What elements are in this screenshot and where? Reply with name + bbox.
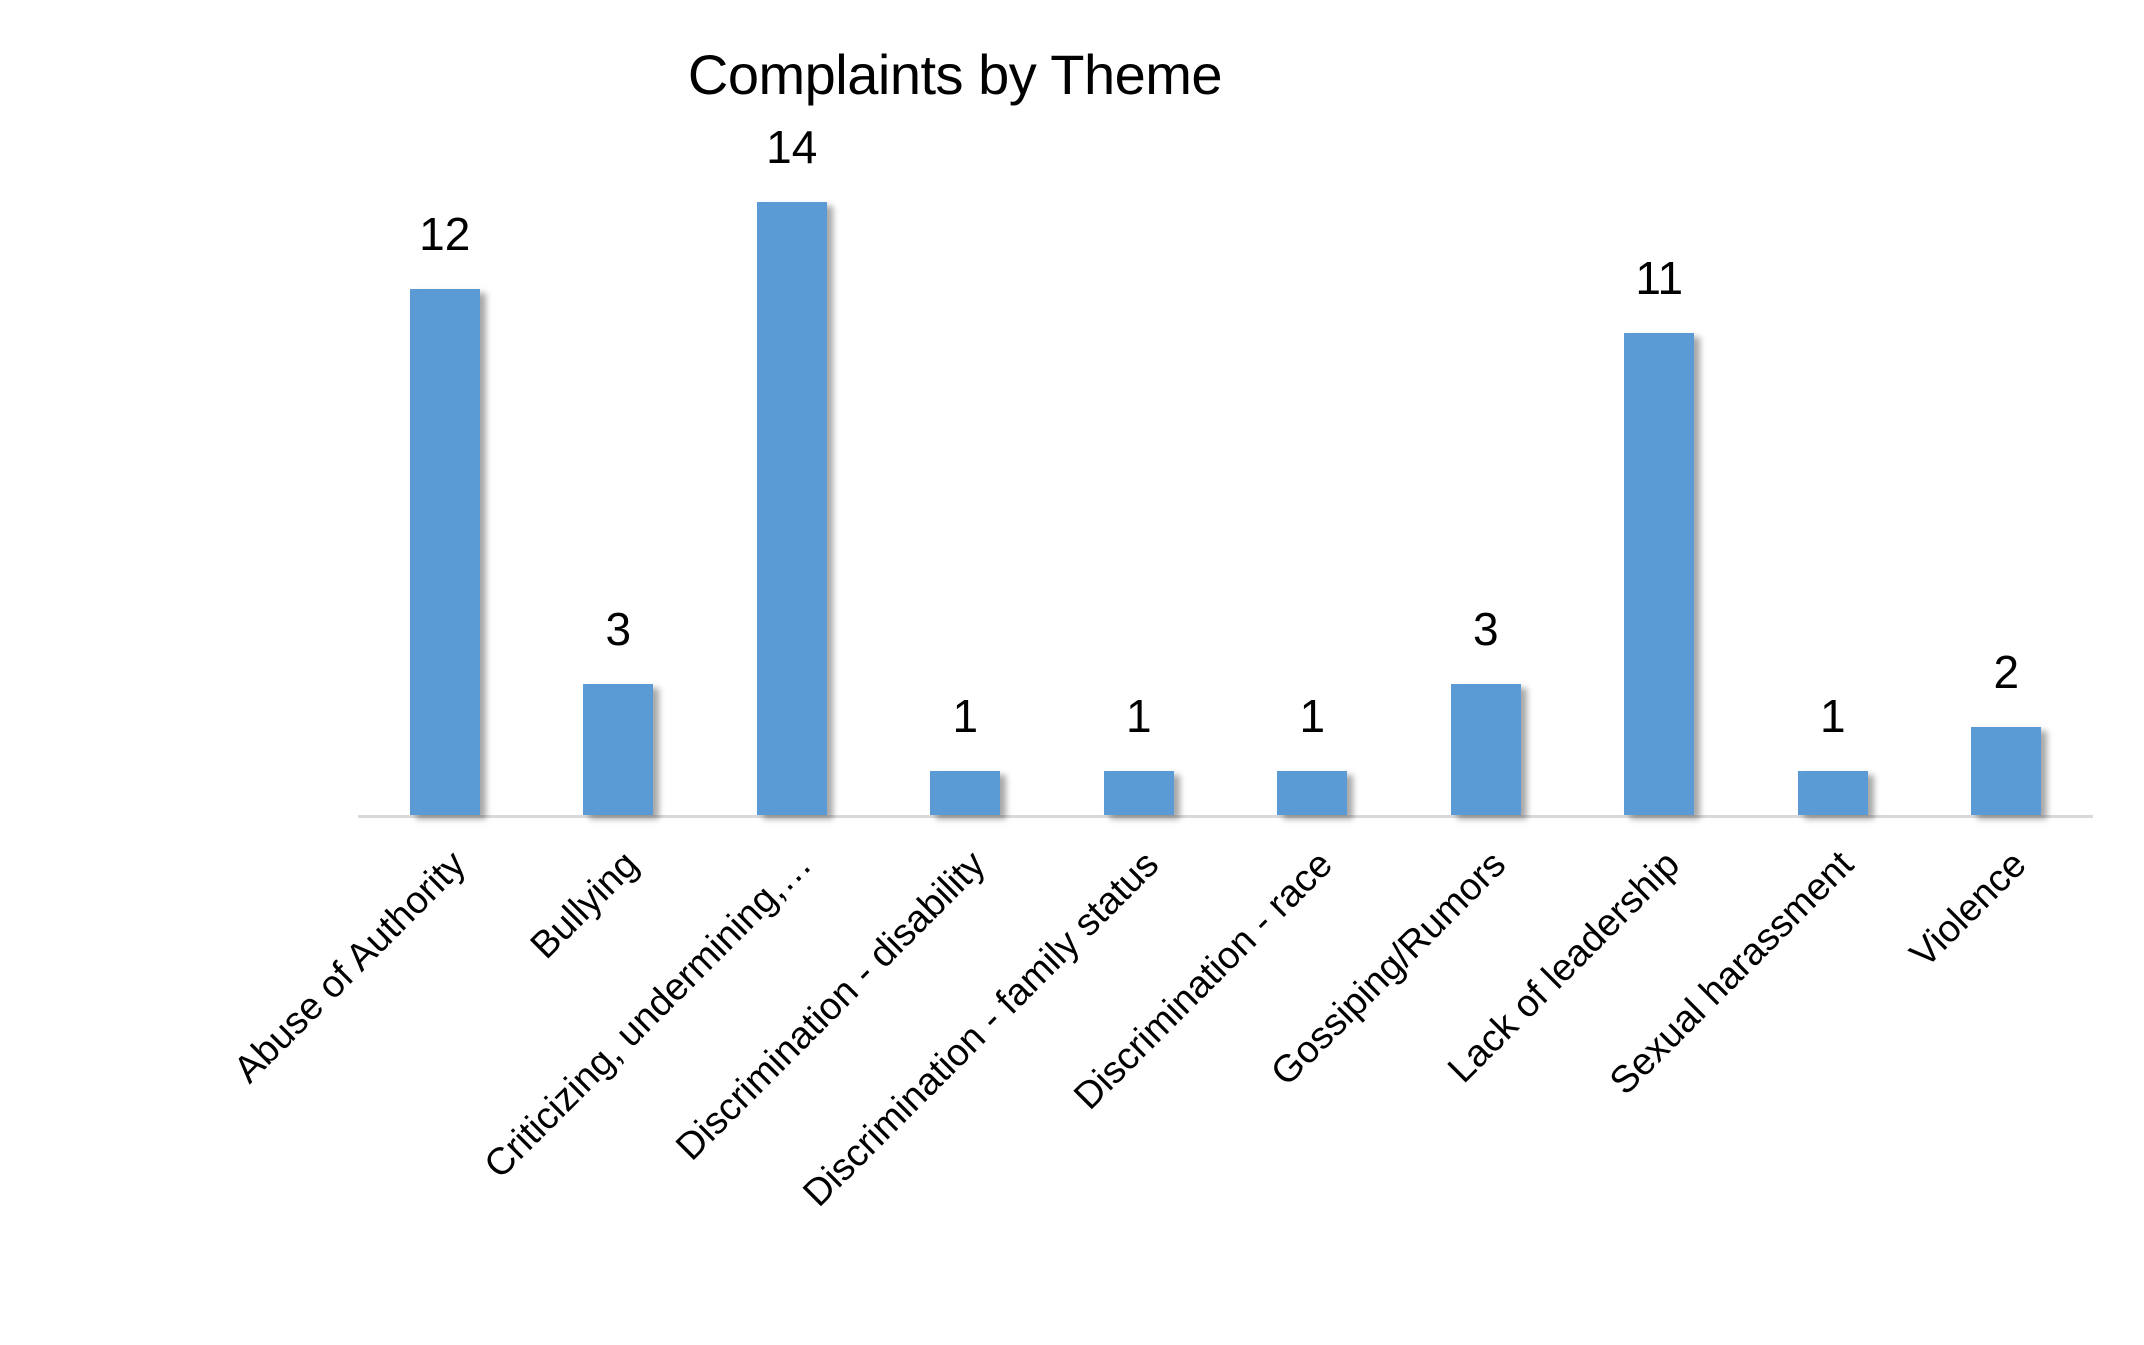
data-label: 1: [1299, 690, 1326, 743]
chart-title: Complaints by Theme: [687, 43, 1223, 106]
data-label: 12: [419, 208, 471, 261]
bar: [409, 289, 480, 815]
x-tick-label: Discrimination - disability: [668, 843, 994, 1169]
bar: [1971, 727, 2042, 815]
bar: [930, 771, 1001, 815]
x-axis-line: [358, 815, 2093, 818]
data-label: 11: [1635, 252, 1684, 305]
data-label: 1: [952, 690, 979, 743]
data-label: 1: [1819, 690, 1846, 743]
x-tick-label: Violence: [1902, 843, 2035, 976]
data-label: 1: [1125, 690, 1152, 743]
bar: [1450, 683, 1521, 815]
bar: [1624, 333, 1695, 815]
data-label: 3: [1472, 602, 1499, 655]
data-label: 3: [605, 602, 632, 655]
bar: [756, 201, 827, 815]
plot-area: 12 Abuse of Authority 3 Bullying 14 Criticizi…: [226, 0, 2093, 1345]
x-tick-label: Bullying: [523, 843, 647, 968]
x-tick-label: Abuse of Authority: [225, 843, 474, 1092]
bar: [1797, 771, 1868, 815]
x-tick-label: Criticizing, undermining,…: [476, 843, 820, 1187]
x-tick-label: Discrimination - family status: [795, 843, 1167, 1215]
data-label: 2: [1993, 646, 2020, 699]
bar: [1103, 771, 1174, 815]
bar: [583, 683, 654, 815]
bar: [1277, 771, 1348, 815]
data-label: 14: [766, 120, 818, 173]
